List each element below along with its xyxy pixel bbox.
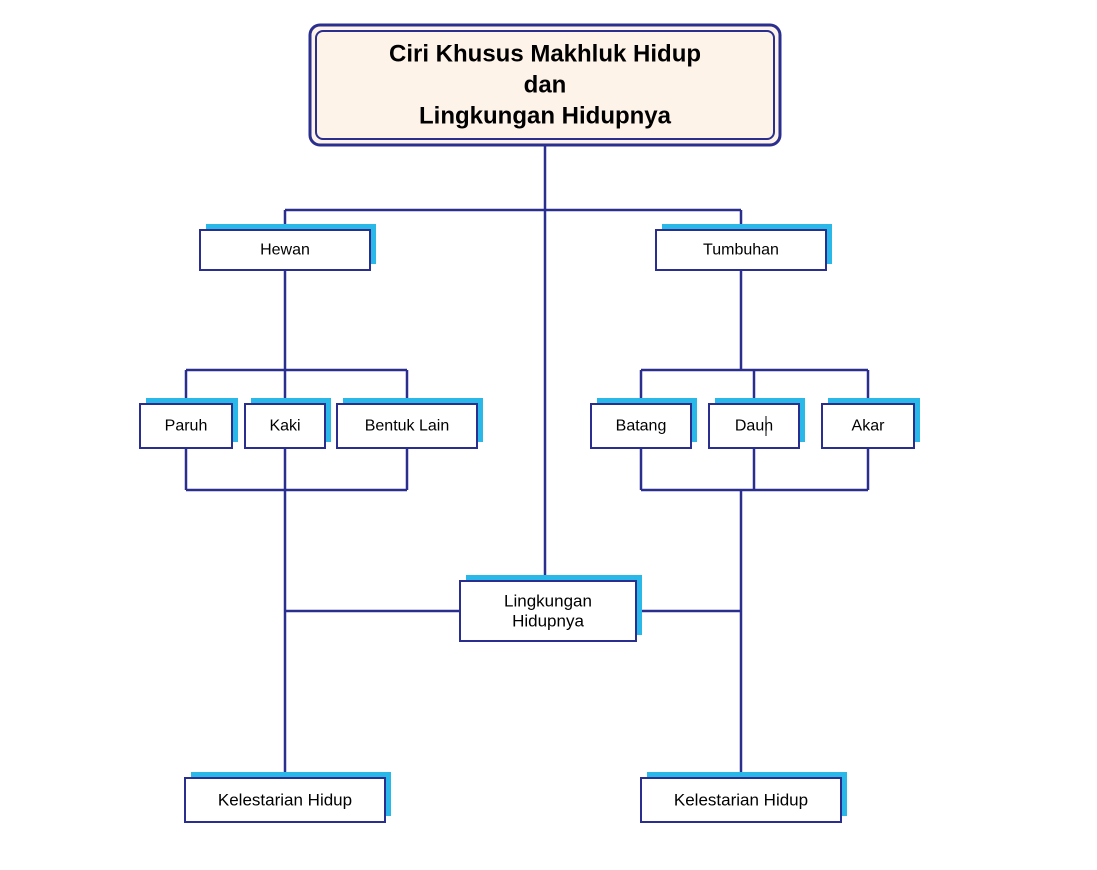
paruh-label: Paruh [165,418,208,435]
root-label-2: Lingkungan Hidupnya [419,103,672,130]
kelestarian_right-label: Kelestarian Hidup [674,791,808,810]
root-label-0: Ciri Khusus Makhluk Hidup [389,40,701,67]
lingkungan-label-1: Hidupnya [512,612,584,631]
kaki-label: Kaki [269,418,300,435]
hewan-label: Hewan [260,242,310,259]
root-label-1: dan [524,72,567,99]
lingkungan-label-0: Lingkungan [504,591,592,610]
akar-label: Akar [852,418,886,435]
batang-label: Batang [616,418,667,435]
diagram-canvas: Ciri Khusus Makhluk Hidup dan Lingkungan H… [0,0,1097,870]
daun-label: Daun [735,418,773,435]
tumbuhan-label: Tumbuhan [703,242,779,259]
bentuk-label: Bentuk Lain [365,418,450,435]
kelestarian_left-label: Kelestarian Hidup [218,791,352,810]
